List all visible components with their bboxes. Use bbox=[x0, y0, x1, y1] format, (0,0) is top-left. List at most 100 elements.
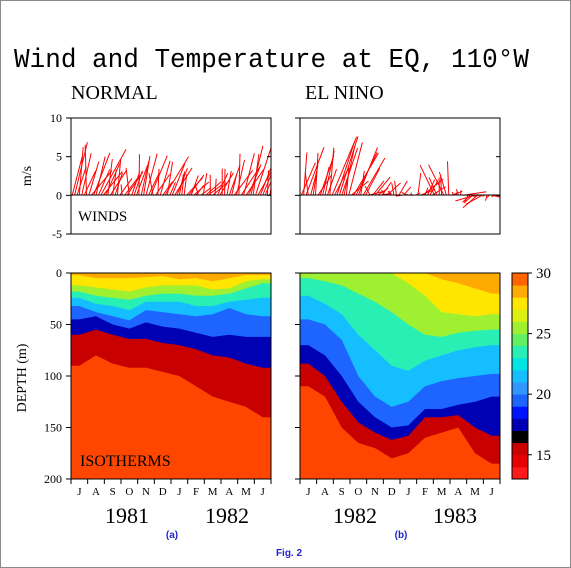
wind-vector bbox=[357, 147, 378, 196]
panel-b-label: EL NINO bbox=[305, 82, 384, 104]
winds-a-frame bbox=[70, 117, 272, 235]
wind-vector bbox=[120, 184, 123, 196]
colorbar-frame bbox=[511, 272, 529, 480]
winds-a-vectors bbox=[71, 142, 271, 196]
wind-vector bbox=[348, 142, 363, 196]
colorbar-band bbox=[512, 454, 528, 468]
colorbar-band bbox=[512, 273, 528, 286]
colorbar-band bbox=[512, 333, 528, 347]
wind-vector bbox=[195, 184, 205, 196]
colorbar-band bbox=[512, 418, 528, 431]
wind-vector bbox=[88, 161, 100, 196]
wind-vector bbox=[238, 153, 241, 196]
wind-vector bbox=[100, 149, 127, 196]
wind-vector bbox=[428, 164, 445, 196]
colorbar-band bbox=[512, 309, 528, 322]
wind-vector bbox=[76, 166, 87, 196]
wind-vector bbox=[190, 175, 199, 196]
x-tick-label: M bbox=[437, 486, 447, 498]
wind-vector bbox=[162, 181, 174, 196]
x-tick-label: S bbox=[339, 486, 345, 498]
y-tick-label: 100 bbox=[44, 369, 62, 383]
wind-vector bbox=[148, 172, 154, 196]
wind-vector bbox=[264, 180, 271, 196]
wind-vector bbox=[362, 157, 386, 196]
wind-vector bbox=[262, 173, 271, 196]
wind-vector bbox=[394, 180, 397, 196]
wind-vector bbox=[455, 194, 476, 202]
wind-vector bbox=[116, 159, 122, 196]
wind-vector bbox=[424, 187, 429, 196]
winds-y-axis-label: m/s bbox=[20, 166, 35, 186]
wind-vector bbox=[178, 174, 184, 196]
y-tick-label: -5 bbox=[52, 227, 62, 241]
y-tick-label: 5 bbox=[56, 150, 62, 164]
winds-b-y-axis bbox=[295, 117, 500, 235]
colorbar-band bbox=[512, 297, 528, 310]
wind-vector bbox=[381, 189, 385, 196]
colorbar-band bbox=[512, 442, 528, 456]
winds-b-vectors bbox=[300, 136, 500, 209]
wind-vector bbox=[496, 194, 500, 198]
wind-vector bbox=[125, 167, 130, 196]
wind-vector bbox=[140, 160, 150, 196]
wind-vector bbox=[131, 171, 141, 196]
temperature-band bbox=[300, 273, 500, 294]
wind-vector bbox=[133, 170, 143, 196]
colorbar-tick-label: 25 bbox=[536, 327, 551, 343]
wind-vector bbox=[345, 167, 350, 196]
x-tick-label: M bbox=[470, 486, 480, 498]
wind-vector bbox=[447, 161, 450, 196]
wind-vector bbox=[169, 182, 176, 196]
wind-vector bbox=[491, 194, 495, 198]
wind-vector bbox=[181, 171, 185, 196]
figure-title: Wind and Temperature at EQ, 110°W bbox=[14, 46, 530, 76]
wind-vector bbox=[236, 159, 245, 196]
colorbar-band bbox=[512, 345, 528, 359]
year-label-b-2: 1983 bbox=[433, 503, 477, 528]
year-label-b-1: 1982 bbox=[333, 503, 377, 528]
wind-vector bbox=[360, 170, 365, 196]
wind-vector bbox=[147, 173, 160, 196]
x-tick-label: M bbox=[208, 486, 218, 498]
winds-annotation: WINDS bbox=[78, 209, 127, 225]
y-tick-label: 10 bbox=[50, 111, 62, 125]
wind-vector bbox=[171, 163, 186, 196]
x-tick-label: J bbox=[490, 486, 495, 498]
wind-vector bbox=[143, 156, 151, 196]
wind-vector bbox=[214, 178, 217, 196]
wind-vector bbox=[462, 194, 471, 203]
x-tick-label: A bbox=[454, 486, 462, 498]
wind-vector bbox=[157, 168, 160, 196]
wind-vector bbox=[71, 156, 83, 196]
wind-vector bbox=[417, 173, 422, 196]
wind-vector bbox=[194, 183, 199, 196]
colorbar-band bbox=[512, 285, 528, 298]
wind-vector bbox=[205, 181, 222, 196]
y-tick-label: 0 bbox=[56, 188, 62, 202]
wind-vector bbox=[255, 146, 271, 196]
wind-vector bbox=[136, 165, 148, 196]
wind-vector bbox=[329, 147, 335, 196]
x-tick-label: F bbox=[193, 486, 199, 498]
wind-vector bbox=[226, 171, 232, 196]
x-tick-label: D bbox=[159, 486, 167, 498]
wind-vector bbox=[428, 177, 438, 196]
wind-vector bbox=[243, 153, 255, 196]
wind-vector bbox=[138, 154, 140, 196]
wind-vector bbox=[266, 170, 269, 196]
wind-vector bbox=[202, 173, 208, 196]
wind-vector bbox=[438, 171, 447, 196]
wind-vector bbox=[231, 174, 238, 196]
colorbar-axis: 15 20 25 30 bbox=[528, 266, 551, 464]
isotherms-annotation: ISOTHERMS bbox=[80, 453, 171, 470]
colorbar-band bbox=[512, 466, 528, 480]
wind-vector bbox=[200, 187, 212, 196]
x-tick-label: J bbox=[261, 486, 266, 498]
sublabel-a: (a) bbox=[166, 530, 178, 541]
x-tick-label: O bbox=[125, 486, 133, 498]
x-tick-label: J bbox=[306, 486, 311, 498]
